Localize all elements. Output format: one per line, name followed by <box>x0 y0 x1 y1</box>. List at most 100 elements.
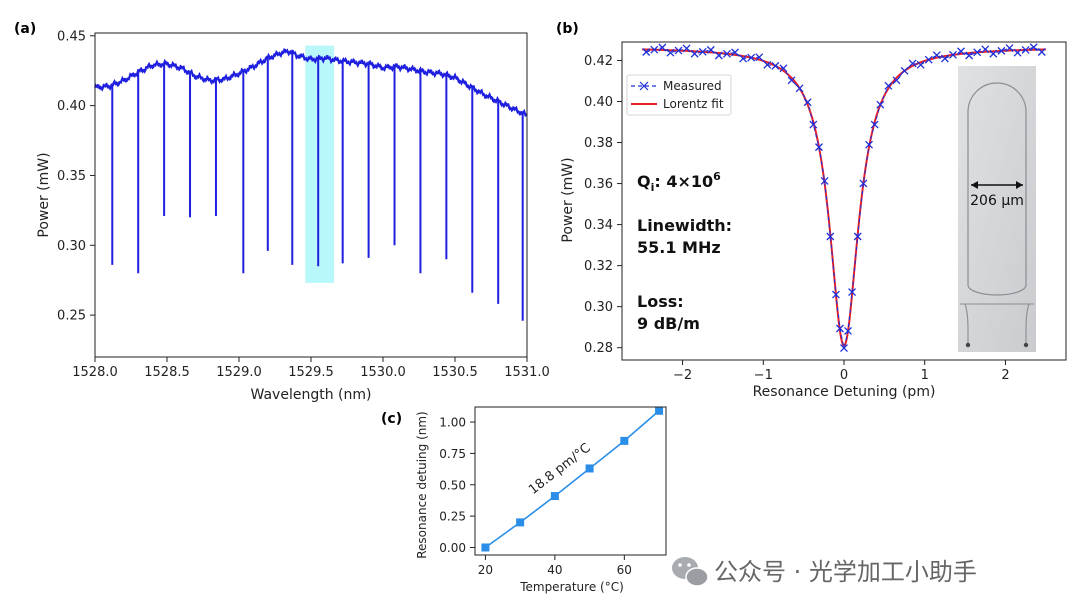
measured-point <box>682 44 691 53</box>
measured-point <box>739 54 748 63</box>
panel-a-xtick-label: 1528.5 <box>144 365 190 380</box>
panel-b-xtick-label: 2 <box>1001 368 1009 383</box>
watermark-text: 公众号 · 光学加工小助手 <box>714 558 977 586</box>
temperature-point <box>585 464 594 473</box>
watermark: 公众号 · 光学加工小助手 <box>672 557 977 587</box>
measured-point <box>844 327 852 335</box>
measured-point <box>949 50 957 59</box>
panel-a-ytick-label: 0.35 <box>57 169 86 184</box>
temperature-point <box>516 518 525 527</box>
svg-text:Qi: 4×106: Qi: 4×106 <box>637 170 721 194</box>
measured-point <box>706 45 715 54</box>
measured-point <box>989 49 998 58</box>
measured-point <box>747 53 756 62</box>
panel-c-ytick-label: 0.25 <box>439 510 466 524</box>
measured-point <box>848 288 857 297</box>
measured-point <box>908 59 917 68</box>
panel-b-y-ticks: 0.28 0.30 0.32 0.34 0.36 0.38 0.40 0.42 <box>584 54 622 356</box>
measured-point <box>714 51 723 60</box>
panel-a-xtick-label: 1530.5 <box>432 365 478 380</box>
spectrum-line <box>93 48 528 118</box>
measured-point <box>973 48 982 57</box>
panel-b-xtick-label: 1 <box>921 368 929 383</box>
panel-b-xtick-label: 0 <box>840 368 848 383</box>
measured-point <box>981 45 990 54</box>
panel-b-xtick-label: −1 <box>754 368 773 383</box>
measured-point <box>642 48 651 56</box>
measured-point <box>884 81 893 90</box>
panel-c-label: (c) <box>381 411 402 427</box>
panel-a-label: (a) <box>14 21 36 37</box>
panel-a-chart: 1528.0 1528.5 1529.0 1529.5 1530.0 1530.5 1531… <box>36 29 550 403</box>
measured-point <box>771 61 780 70</box>
measured-point <box>853 232 862 241</box>
measured-point <box>957 47 966 56</box>
measured-point <box>1037 48 1046 56</box>
panel-b-frame <box>621 41 1067 361</box>
measured-point <box>1029 43 1038 52</box>
loss-value: 9 dB/m <box>637 314 700 333</box>
measured-point <box>722 49 731 58</box>
measured-point <box>997 46 1006 55</box>
panel-b-label: (b) <box>556 21 579 37</box>
measured-point <box>940 54 949 63</box>
measured-point <box>865 140 873 149</box>
measured-point <box>831 290 840 299</box>
panel-b-ytick-label: 0.30 <box>584 300 613 315</box>
panel-a-ytick-label: 0.25 <box>57 309 86 324</box>
panel-b-xtick-label: −2 <box>673 368 692 383</box>
temperature-point <box>655 406 664 415</box>
measured-point <box>876 100 885 109</box>
measured-point <box>815 143 823 152</box>
panel-c-ytick-label: 0.75 <box>439 447 466 461</box>
measured-point <box>755 53 764 62</box>
measured-point <box>658 43 667 52</box>
panel-b-ytick-label: 0.38 <box>584 136 613 151</box>
measured-point <box>932 51 941 60</box>
panel-b-ytick-label: 0.36 <box>584 177 613 192</box>
panel-b-ytick-label: 0.32 <box>584 259 613 274</box>
temperature-point <box>550 492 559 501</box>
highlight-region <box>305 45 335 283</box>
panel-c-xtick-label: 20 <box>478 563 493 577</box>
measured-point <box>820 177 829 185</box>
quality-factor-annotation: Qi: 4×106 <box>637 170 721 194</box>
linewidth-label: Linewidth: <box>637 216 732 235</box>
temperature-point <box>620 436 629 445</box>
measured-point <box>731 48 739 57</box>
panel-b-ytick-label: 0.42 <box>584 54 613 69</box>
panel-c-y-ticks: 0.00 0.25 0.50 0.75 1.00 <box>439 416 475 555</box>
measured-point <box>1021 45 1030 54</box>
resonance-dips <box>111 52 524 321</box>
panel-b-ytick-label: 0.28 <box>584 341 613 356</box>
panel-b-chart: −2 −1 0 1 2 0.28 0.30 0.32 0.34 0.36 0.38 0.40 0.42… <box>560 41 1067 400</box>
panel-a-xtick-label: 1531.0 <box>504 365 550 380</box>
measured-point <box>779 64 788 73</box>
panel-a-x-ticks: 1528.0 1528.5 1529.0 1529.5 1530.0 1530.5 1531… <box>72 357 550 380</box>
measured-point <box>900 66 909 75</box>
panel-b-ytick-label: 0.40 <box>584 95 613 110</box>
panel-c-ylabel: Resonance detuing (nm) <box>415 411 429 558</box>
measured-point <box>803 98 812 107</box>
measured-point <box>859 179 868 188</box>
legend-lorentz-fit: Lorentz fit <box>663 97 724 111</box>
panel-c-chart: 20 40 60 0.00 0.25 0.50 0.75 1.00 18.8 pm/°C T… <box>415 406 667 594</box>
measured-point <box>763 60 772 69</box>
measured-point <box>787 76 796 85</box>
measured-point <box>666 48 675 57</box>
panel-a-xtick-label: 1530.0 <box>360 365 406 380</box>
panel-a-y-ticks: 0.25 0.30 0.35 0.40 0.45 <box>57 29 95 324</box>
panel-c-xtick-label: 60 <box>617 563 632 577</box>
panel-b-legend: Measured Lorentz fit <box>626 74 732 116</box>
panel-b-ytick-label: 0.34 <box>584 218 613 233</box>
inset-dimension-label: 206 μm <box>970 193 1024 209</box>
temperature-points <box>481 406 664 552</box>
loss-label: Loss: <box>637 292 684 311</box>
measured-point <box>650 45 659 54</box>
legend-measured: Measured <box>663 79 722 93</box>
panel-c-frame <box>474 406 667 556</box>
measured-point <box>840 344 848 353</box>
panel-a-ytick-label: 0.30 <box>57 239 86 254</box>
panel-c-ytick-label: 0.00 <box>439 541 466 555</box>
